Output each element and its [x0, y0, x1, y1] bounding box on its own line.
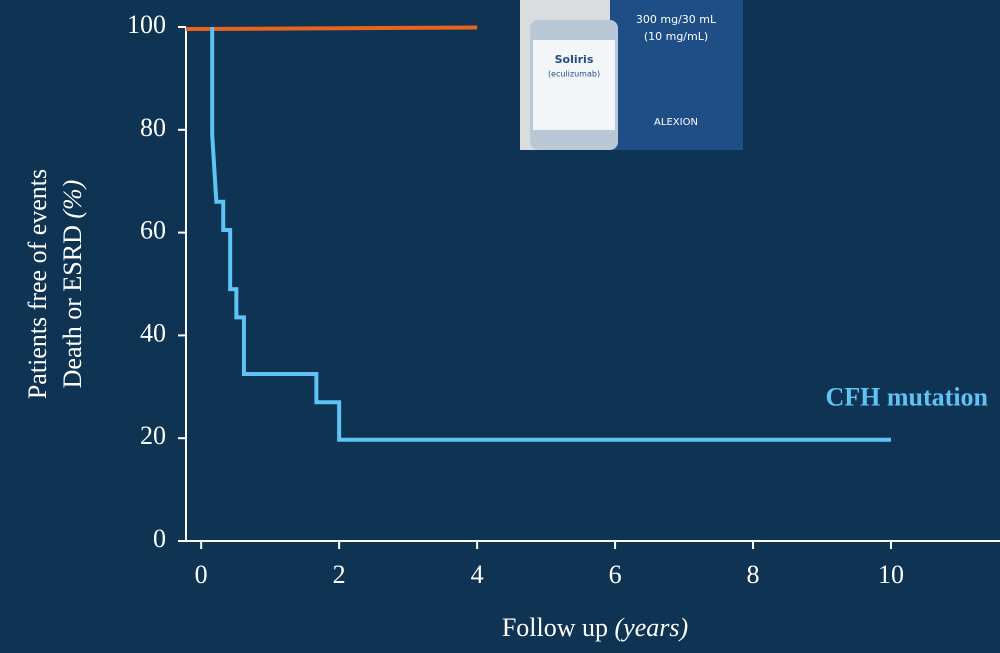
y-tick-label: 80	[140, 113, 166, 142]
y-axis-label-text: Death or ESRD	[58, 225, 87, 388]
x-tick-label: 4	[471, 560, 484, 589]
x-axis-label: Follow up (years)	[502, 613, 688, 642]
y-axis-label: Death or ESRD (%)	[58, 180, 87, 389]
inset-text: 300 mg/30 mL	[636, 13, 717, 26]
inset-text: (eculizumab)	[548, 70, 600, 79]
y-tick-label: 20	[140, 421, 166, 450]
inset-text: ALEXION	[654, 117, 698, 128]
y-tick-label: 60	[140, 216, 166, 245]
y-tick-label: 100	[127, 10, 166, 39]
x-tick-label: 0	[195, 560, 208, 589]
y-axis-label: Patients free of events	[23, 169, 52, 399]
box	[610, 0, 743, 150]
y-axis-unit: (%)	[58, 180, 87, 219]
y-tick-label: 40	[140, 318, 166, 347]
x-tick-label: 8	[747, 560, 760, 589]
y-tick-label: 0	[153, 524, 166, 553]
x-tick-label: 6	[609, 560, 622, 589]
vial-label	[533, 40, 615, 130]
series-line	[185, 25, 478, 32]
x-axis-unit: (years)	[615, 613, 689, 642]
inset-text: Soliris	[555, 53, 594, 66]
x-tick-label: 2	[333, 560, 346, 589]
inset-image: 300 mg/30 mL (10 mg/mL) Soliris (eculizu…	[520, 0, 743, 150]
series-line	[210, 27, 892, 442]
x-axis-label-text: Follow up	[502, 613, 608, 642]
x-tick-label: 10	[878, 560, 904, 589]
inset-text: (10 mg/mL)	[644, 30, 708, 43]
series-label: CFH mutation	[826, 383, 989, 412]
